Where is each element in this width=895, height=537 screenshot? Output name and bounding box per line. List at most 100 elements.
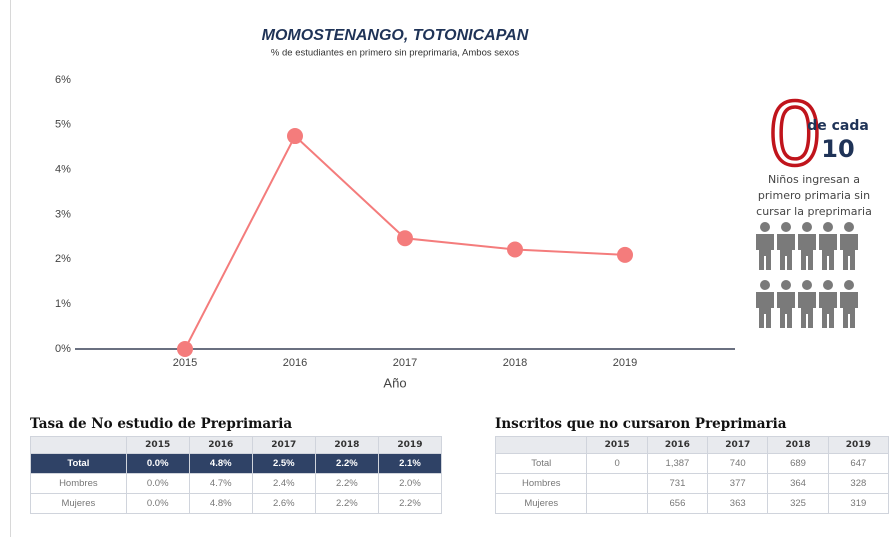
x-tick-label: 2016	[283, 357, 307, 369]
x-tick-label: 2015	[173, 357, 197, 369]
chart: MOMOSTENANGO, TOTONICAPAN % de estudiant…	[55, 27, 872, 390]
header-cell: 2017	[251, 436, 316, 454]
cell: 740	[707, 453, 769, 474]
row-label: Hombres	[30, 473, 127, 494]
cell: 2.0%	[377, 473, 443, 494]
header-row: 2015 2016 2017 2018 2019	[30, 436, 443, 454]
table: 2015 2016 2017 2018 2019 Total 0 1,387 740 689 647…	[494, 436, 890, 514]
x-axis-label: Año	[383, 375, 406, 390]
row-label: Mujeres	[30, 493, 127, 514]
person-head	[760, 222, 770, 232]
x-tick-label: 2017	[393, 357, 417, 369]
cell: 0.0%	[125, 473, 190, 494]
person-head	[844, 280, 854, 290]
x-tick-label: 2018	[503, 357, 527, 369]
header-cell: 2019	[827, 436, 890, 454]
header-cell: 2018	[314, 436, 379, 454]
y-tick-label: 1%	[55, 298, 71, 310]
cell: 731	[646, 473, 709, 494]
frame	[10, 0, 895, 537]
cell: 328	[827, 473, 890, 494]
person-body	[819, 234, 837, 270]
cell: 1,387	[646, 453, 709, 474]
table-row: Hombres 731 377 364 328	[494, 473, 890, 494]
cell: 377	[707, 473, 769, 494]
point	[617, 246, 633, 263]
cell: 2.6%	[251, 493, 316, 514]
cell: 4.7%	[188, 473, 253, 494]
person-body	[798, 292, 816, 328]
person-head	[823, 222, 833, 232]
point	[287, 128, 303, 145]
y-tick-label: 6%	[55, 74, 71, 86]
row-label: Hombres	[494, 473, 588, 494]
cell: 4.8%	[188, 453, 253, 474]
table-row: Hombres 0.0% 4.7% 2.4% 2.2% 2.0%	[30, 473, 443, 494]
header-cell: 2019	[377, 436, 443, 454]
table-row: Mujeres 0.0% 4.8% 2.6% 2.2% 2.2%	[30, 493, 443, 514]
person-body	[777, 234, 795, 270]
header-cell: 2016	[188, 436, 253, 454]
cell: 656	[646, 493, 709, 514]
person-head	[844, 222, 854, 232]
person-head	[781, 280, 791, 290]
person-head	[781, 222, 791, 232]
point	[177, 341, 193, 357]
cell: 2.2%	[314, 493, 379, 514]
cell: 689	[767, 453, 829, 474]
info-text: Niños ingresan a	[768, 173, 860, 186]
person-body	[756, 292, 774, 328]
table-row: Mujeres 656 363 325 319	[494, 493, 890, 514]
table-row: Total 0 1,387 740 689 647	[494, 453, 890, 474]
person-head	[802, 222, 812, 232]
big-number: 0	[769, 82, 820, 184]
person-body	[819, 292, 837, 328]
table: 2015 2016 2017 2018 2019 Total 0.0% 4.8% 2.5% 2.2…	[30, 436, 443, 514]
header-cell: 2017	[707, 436, 769, 454]
header-cell: 2015	[586, 436, 648, 454]
person-head	[802, 280, 812, 290]
cell: 0.0%	[125, 453, 190, 474]
of-text: de cada	[807, 118, 869, 134]
cell	[586, 493, 648, 514]
person-head	[760, 280, 770, 290]
cell: 647	[827, 453, 890, 474]
cell: 4.8%	[188, 493, 253, 514]
cell: 2.2%	[314, 453, 379, 474]
y-tick-label: 3%	[55, 208, 71, 220]
person-body	[840, 292, 858, 328]
header-row: 2015 2016 2017 2018 2019	[494, 436, 890, 454]
cell: 319	[827, 493, 890, 514]
header-cell: 2018	[767, 436, 829, 454]
person-head	[823, 280, 833, 290]
y-tick-label: 2%	[55, 253, 71, 265]
point	[507, 241, 523, 258]
chart-title: MOMOSTENANGO, TOTONICAPAN	[262, 27, 529, 44]
cell: 363	[707, 493, 769, 514]
chart-subtitle: % de estudiantes en primero sin preprima…	[271, 48, 519, 59]
cell: 2.4%	[251, 473, 316, 494]
y-tick-label: 0%	[55, 343, 71, 355]
row-label: Total	[30, 453, 127, 474]
table-title: Inscritos que no cursaron Preprimaria	[495, 416, 787, 432]
table-block: Inscritos que no cursaron Preprimaria 201…	[494, 416, 890, 514]
header-cell	[30, 436, 127, 454]
total-number: 10	[821, 135, 854, 163]
header-cell: 2016	[646, 436, 709, 454]
cell: 2.2%	[314, 473, 379, 494]
table-row: Total 0.0% 4.8% 2.5% 2.2% 2.1%	[30, 453, 443, 474]
cell: 364	[767, 473, 829, 494]
person-body	[756, 234, 774, 270]
cell: 0	[586, 453, 648, 474]
cell: 0.0%	[125, 493, 190, 514]
cell: 2.5%	[251, 453, 316, 474]
table-block: Tasa de No estudio de Preprimaria 2015 201…	[30, 416, 443, 514]
person-body	[777, 292, 795, 328]
y-tick-label: 4%	[55, 164, 71, 176]
info-text: primero primaria sin	[758, 189, 870, 202]
cell	[586, 473, 648, 494]
row-label: Mujeres	[494, 493, 588, 514]
point	[397, 230, 413, 247]
info-text: cursar la preprimaria	[756, 205, 872, 218]
